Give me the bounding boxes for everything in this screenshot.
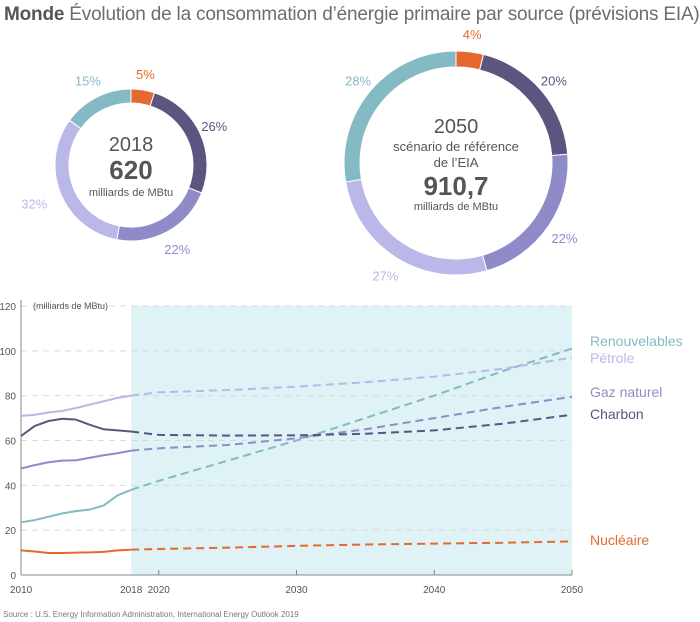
y-tick-label: 20 [5, 526, 17, 537]
line-forecast-charbon [131, 413, 573, 437]
donut-2050-unit: milliards de MBtu [414, 201, 498, 213]
line-forecast-renouvelables [130, 347, 573, 491]
x-tick-label: 2010 [10, 585, 33, 596]
x-tick-label: 2030 [285, 585, 308, 596]
donut-2018-year: 2018 [109, 134, 154, 156]
donut-2018-label: 22% [164, 242, 190, 257]
x-tick-label: 2040 [423, 585, 446, 596]
line-forecast-petrole [131, 356, 573, 397]
donut-2050-subtitle-1: scénario de référence [393, 139, 519, 154]
y-axis-label: (milliards de MBtu) [33, 301, 108, 311]
donut-2018-label: 32% [21, 196, 47, 211]
line-forecast-nucleaire [131, 540, 573, 551]
y-tick-label: 100 [0, 347, 16, 358]
line-historical-renouvelables [20, 488, 132, 524]
line-historical-gaz-naturel [20, 449, 132, 470]
donut-2050-total: 910,7 [423, 171, 488, 201]
donut-2050-subtitle-2: de l’EIA [434, 155, 479, 170]
chart-title: Monde Évolution de la consommation d’éne… [4, 4, 700, 26]
series-label-nucleaire: Nucléaire [590, 532, 649, 548]
y-tick-label: 80 [5, 392, 17, 403]
y-tick-label: 120 [0, 302, 16, 313]
x-tick-label: 2050 [561, 585, 584, 596]
chart-title-text: Évolution de la consommation d’énergie p… [64, 4, 700, 25]
line-historical-charbon [20, 417, 132, 437]
x-tick-label: 2020 [148, 585, 171, 596]
series-label-petrole: Pétrole [590, 350, 635, 366]
donut-2050-slice-nucléaire [455, 50, 485, 71]
donut-2050-label: 20% [541, 74, 567, 89]
series-label-charbon: Charbon [590, 406, 644, 422]
donut-2018-slice-renouvelables [68, 88, 132, 130]
donut-2050-slice-renouvelables [343, 50, 457, 183]
donut-2018-slice-charbon [149, 92, 208, 194]
source-note: Source : U.S. Energy Information Adminis… [3, 610, 299, 619]
x-tick-label: 2018 [120, 585, 143, 596]
y-tick-label: 60 [5, 437, 17, 448]
donut-2018-label: 15% [75, 73, 101, 88]
line-historical-nucleaire [20, 548, 132, 555]
series-label-renouvelables: Renouvelables [590, 333, 683, 349]
donut-2050-label: 4% [463, 27, 482, 42]
donut-2018-label: 5% [136, 67, 155, 82]
donut-2050-label: 27% [372, 269, 398, 284]
chart-title-bold: Monde [4, 4, 65, 25]
line-historical-petrole [20, 394, 132, 417]
series-label-gaz-naturel: Gaz naturel [590, 384, 662, 400]
donut-2018-label: 26% [201, 119, 227, 134]
donut-2050-label: 28% [345, 74, 371, 89]
donut-2018-total: 620 [109, 155, 152, 185]
donut-2050-year: 2050 [434, 116, 479, 138]
donut-2018-unit: milliards de MBtu [89, 187, 173, 199]
y-tick-label: 0 [10, 571, 16, 582]
donut-2050-label: 22% [551, 231, 577, 246]
y-tick-label: 40 [5, 481, 17, 492]
